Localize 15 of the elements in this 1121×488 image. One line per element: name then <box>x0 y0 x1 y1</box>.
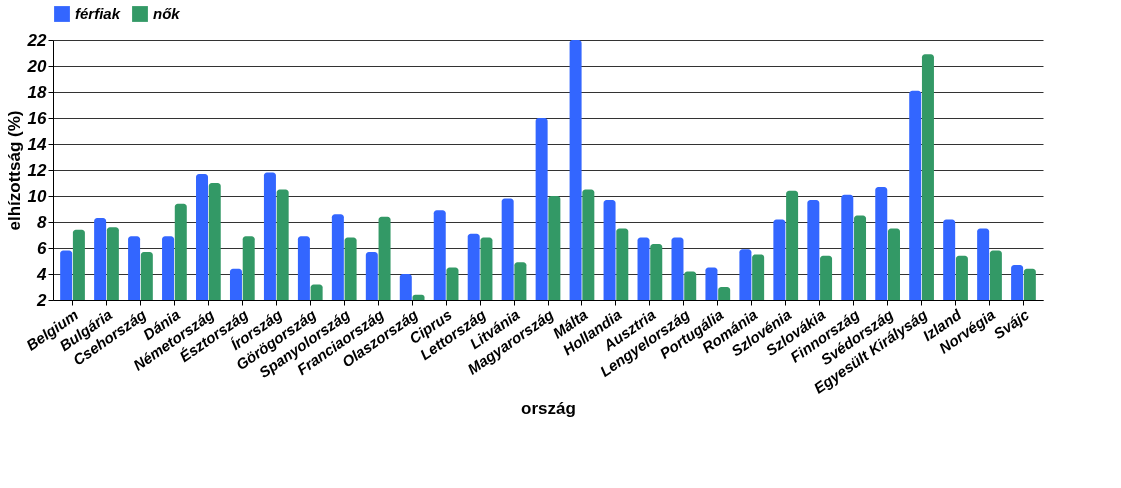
y-tick-label: 8 <box>37 212 48 232</box>
x-axis-title: ország <box>521 398 576 418</box>
legend-label: nők <box>153 5 181 22</box>
y-tick-label: 2 <box>36 290 48 310</box>
y-tick-label: 12 <box>27 160 48 180</box>
y-tick-label: 18 <box>27 82 48 102</box>
y-tick-label: 14 <box>27 134 48 154</box>
legend-label: férfiak <box>75 5 121 22</box>
y-tick-label: 10 <box>27 186 48 206</box>
y-tick-label: 6 <box>37 238 48 258</box>
y-axis-title: elhízottság (%) <box>4 110 24 231</box>
y-tick-label: 16 <box>27 108 48 128</box>
y-tick-label: 22 <box>26 30 48 50</box>
y-tick-label: 4 <box>36 264 48 284</box>
y-tick-label: 20 <box>26 56 48 76</box>
